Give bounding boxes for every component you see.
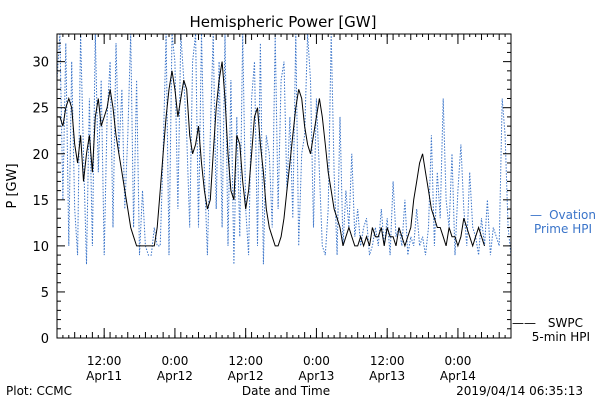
x-tick-label-time: 0:00 — [444, 354, 471, 368]
y-tick-label: 5 — [41, 286, 49, 301]
plot-frame — [56, 33, 512, 339]
x-tick-label-date: Apr14 — [440, 369, 476, 383]
legend-swpc: —— SWPC 5-min HPI — [512, 316, 590, 344]
x-axis-label: Date and Time — [242, 384, 330, 398]
x-tick-label-time: 0:00 — [161, 354, 188, 368]
legend-swpc-line2: 5-min HPI — [532, 330, 590, 344]
x-tick-label-time: 0:00 — [303, 354, 330, 368]
y-tick-label: 10 — [32, 240, 49, 255]
x-tick-label-time: 12:00 — [228, 354, 263, 368]
legend-ovation: — Ovation Prime HPI — [530, 208, 596, 236]
y-tick-label: 30 — [32, 56, 49, 71]
y-tick-label: 25 — [32, 102, 49, 117]
y-tick-label: 20 — [32, 148, 49, 163]
series-line-swpc-5min-hpi — [57, 61, 485, 248]
legend-swpc-dash: —— — [512, 316, 536, 330]
x-tick-label-date: Apr11 — [86, 369, 122, 383]
x-tick-label-time: 12:00 — [87, 354, 122, 368]
y-axis-label: P [GW] — [5, 163, 20, 208]
legend-ovation-line2: Prime HPI — [534, 222, 592, 236]
x-tick-label-date: Apr12 — [228, 369, 264, 383]
y-tick-label: 15 — [32, 194, 49, 209]
axes: 05101520253012:00Apr110:00Apr1212:00Apr1… — [32, 33, 512, 383]
x-tick-label-time: 12:00 — [370, 354, 405, 368]
series-layer — [57, 34, 511, 265]
x-tick-label-date: Apr13 — [298, 369, 334, 383]
footer-right-timestamp: 2019/04/14 06:35:13 — [456, 384, 583, 398]
footer-left-credit: Plot: CCMC — [6, 384, 72, 398]
legend-ovation-dash: — — [530, 208, 542, 222]
legend-ovation-line1: Ovation — [549, 208, 596, 222]
x-tick-label-date: Apr12 — [157, 369, 193, 383]
legend-swpc-line1: SWPC — [548, 316, 583, 330]
x-tick-label-date: Apr13 — [369, 369, 405, 383]
y-tick-label: 0 — [41, 332, 49, 347]
chart-title: Hemispheric Power [GW] — [190, 13, 377, 31]
series-line-ovation-prime-hpi — [57, 34, 511, 265]
